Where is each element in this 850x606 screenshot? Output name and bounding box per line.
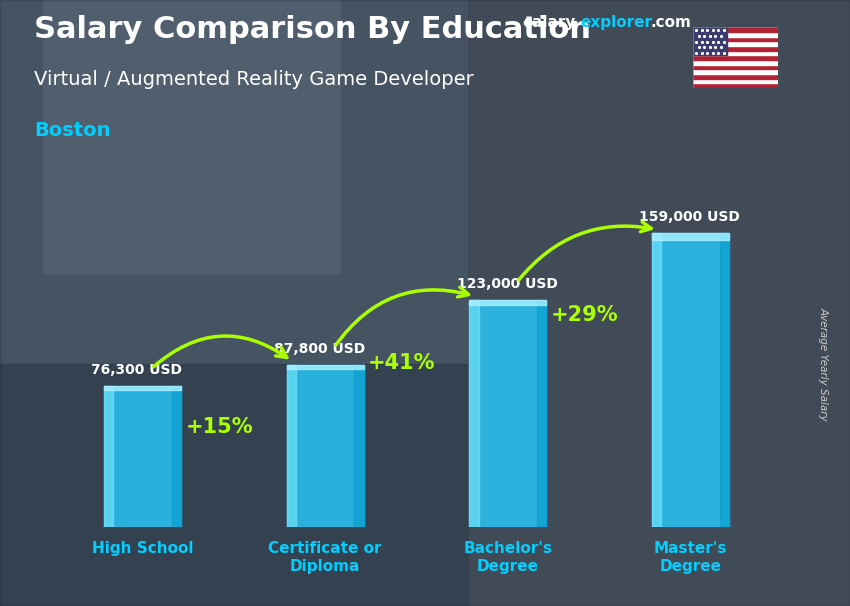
Bar — [693, 27, 778, 32]
Text: 159,000 USD: 159,000 USD — [639, 210, 740, 224]
Bar — [537, 300, 547, 527]
Bar — [469, 300, 479, 527]
Text: 87,800 USD: 87,800 USD — [274, 342, 366, 356]
Bar — [693, 55, 778, 60]
Bar — [693, 50, 778, 55]
Bar — [652, 233, 729, 241]
Text: explorer: explorer — [581, 15, 653, 30]
Bar — [0, 364, 468, 606]
Bar — [468, 0, 850, 606]
Bar — [286, 365, 296, 527]
Bar — [354, 365, 364, 527]
Bar — [469, 300, 547, 527]
Bar — [693, 46, 778, 50]
Bar — [652, 233, 661, 527]
Bar — [469, 300, 547, 305]
Text: Average Yearly Salary: Average Yearly Salary — [819, 307, 829, 421]
Bar — [693, 60, 778, 65]
Bar — [693, 69, 778, 74]
Bar — [652, 233, 729, 527]
Bar — [693, 41, 778, 46]
Bar — [286, 365, 364, 527]
Text: salary: salary — [523, 15, 575, 30]
Bar — [693, 74, 778, 79]
Bar — [720, 233, 729, 527]
Text: 123,000 USD: 123,000 USD — [456, 277, 558, 291]
Bar — [693, 32, 778, 36]
Text: .com: .com — [650, 15, 691, 30]
Text: +15%: +15% — [185, 416, 253, 436]
Bar — [693, 79, 778, 83]
Bar — [104, 386, 181, 527]
Text: 76,300 USD: 76,300 USD — [91, 363, 182, 378]
Bar — [693, 65, 778, 69]
Bar — [104, 386, 113, 527]
Bar — [42, 0, 340, 273]
Bar — [693, 83, 778, 88]
Bar — [172, 386, 181, 527]
Bar — [286, 365, 364, 369]
Text: Virtual / Augmented Reality Game Developer: Virtual / Augmented Reality Game Develop… — [34, 70, 473, 88]
Text: +29%: +29% — [551, 305, 619, 325]
Text: Salary Comparison By Education: Salary Comparison By Education — [34, 15, 591, 44]
Text: Boston: Boston — [34, 121, 110, 140]
Bar — [693, 36, 778, 41]
Text: +41%: +41% — [368, 353, 436, 373]
Bar — [693, 27, 727, 55]
Bar — [104, 386, 181, 390]
